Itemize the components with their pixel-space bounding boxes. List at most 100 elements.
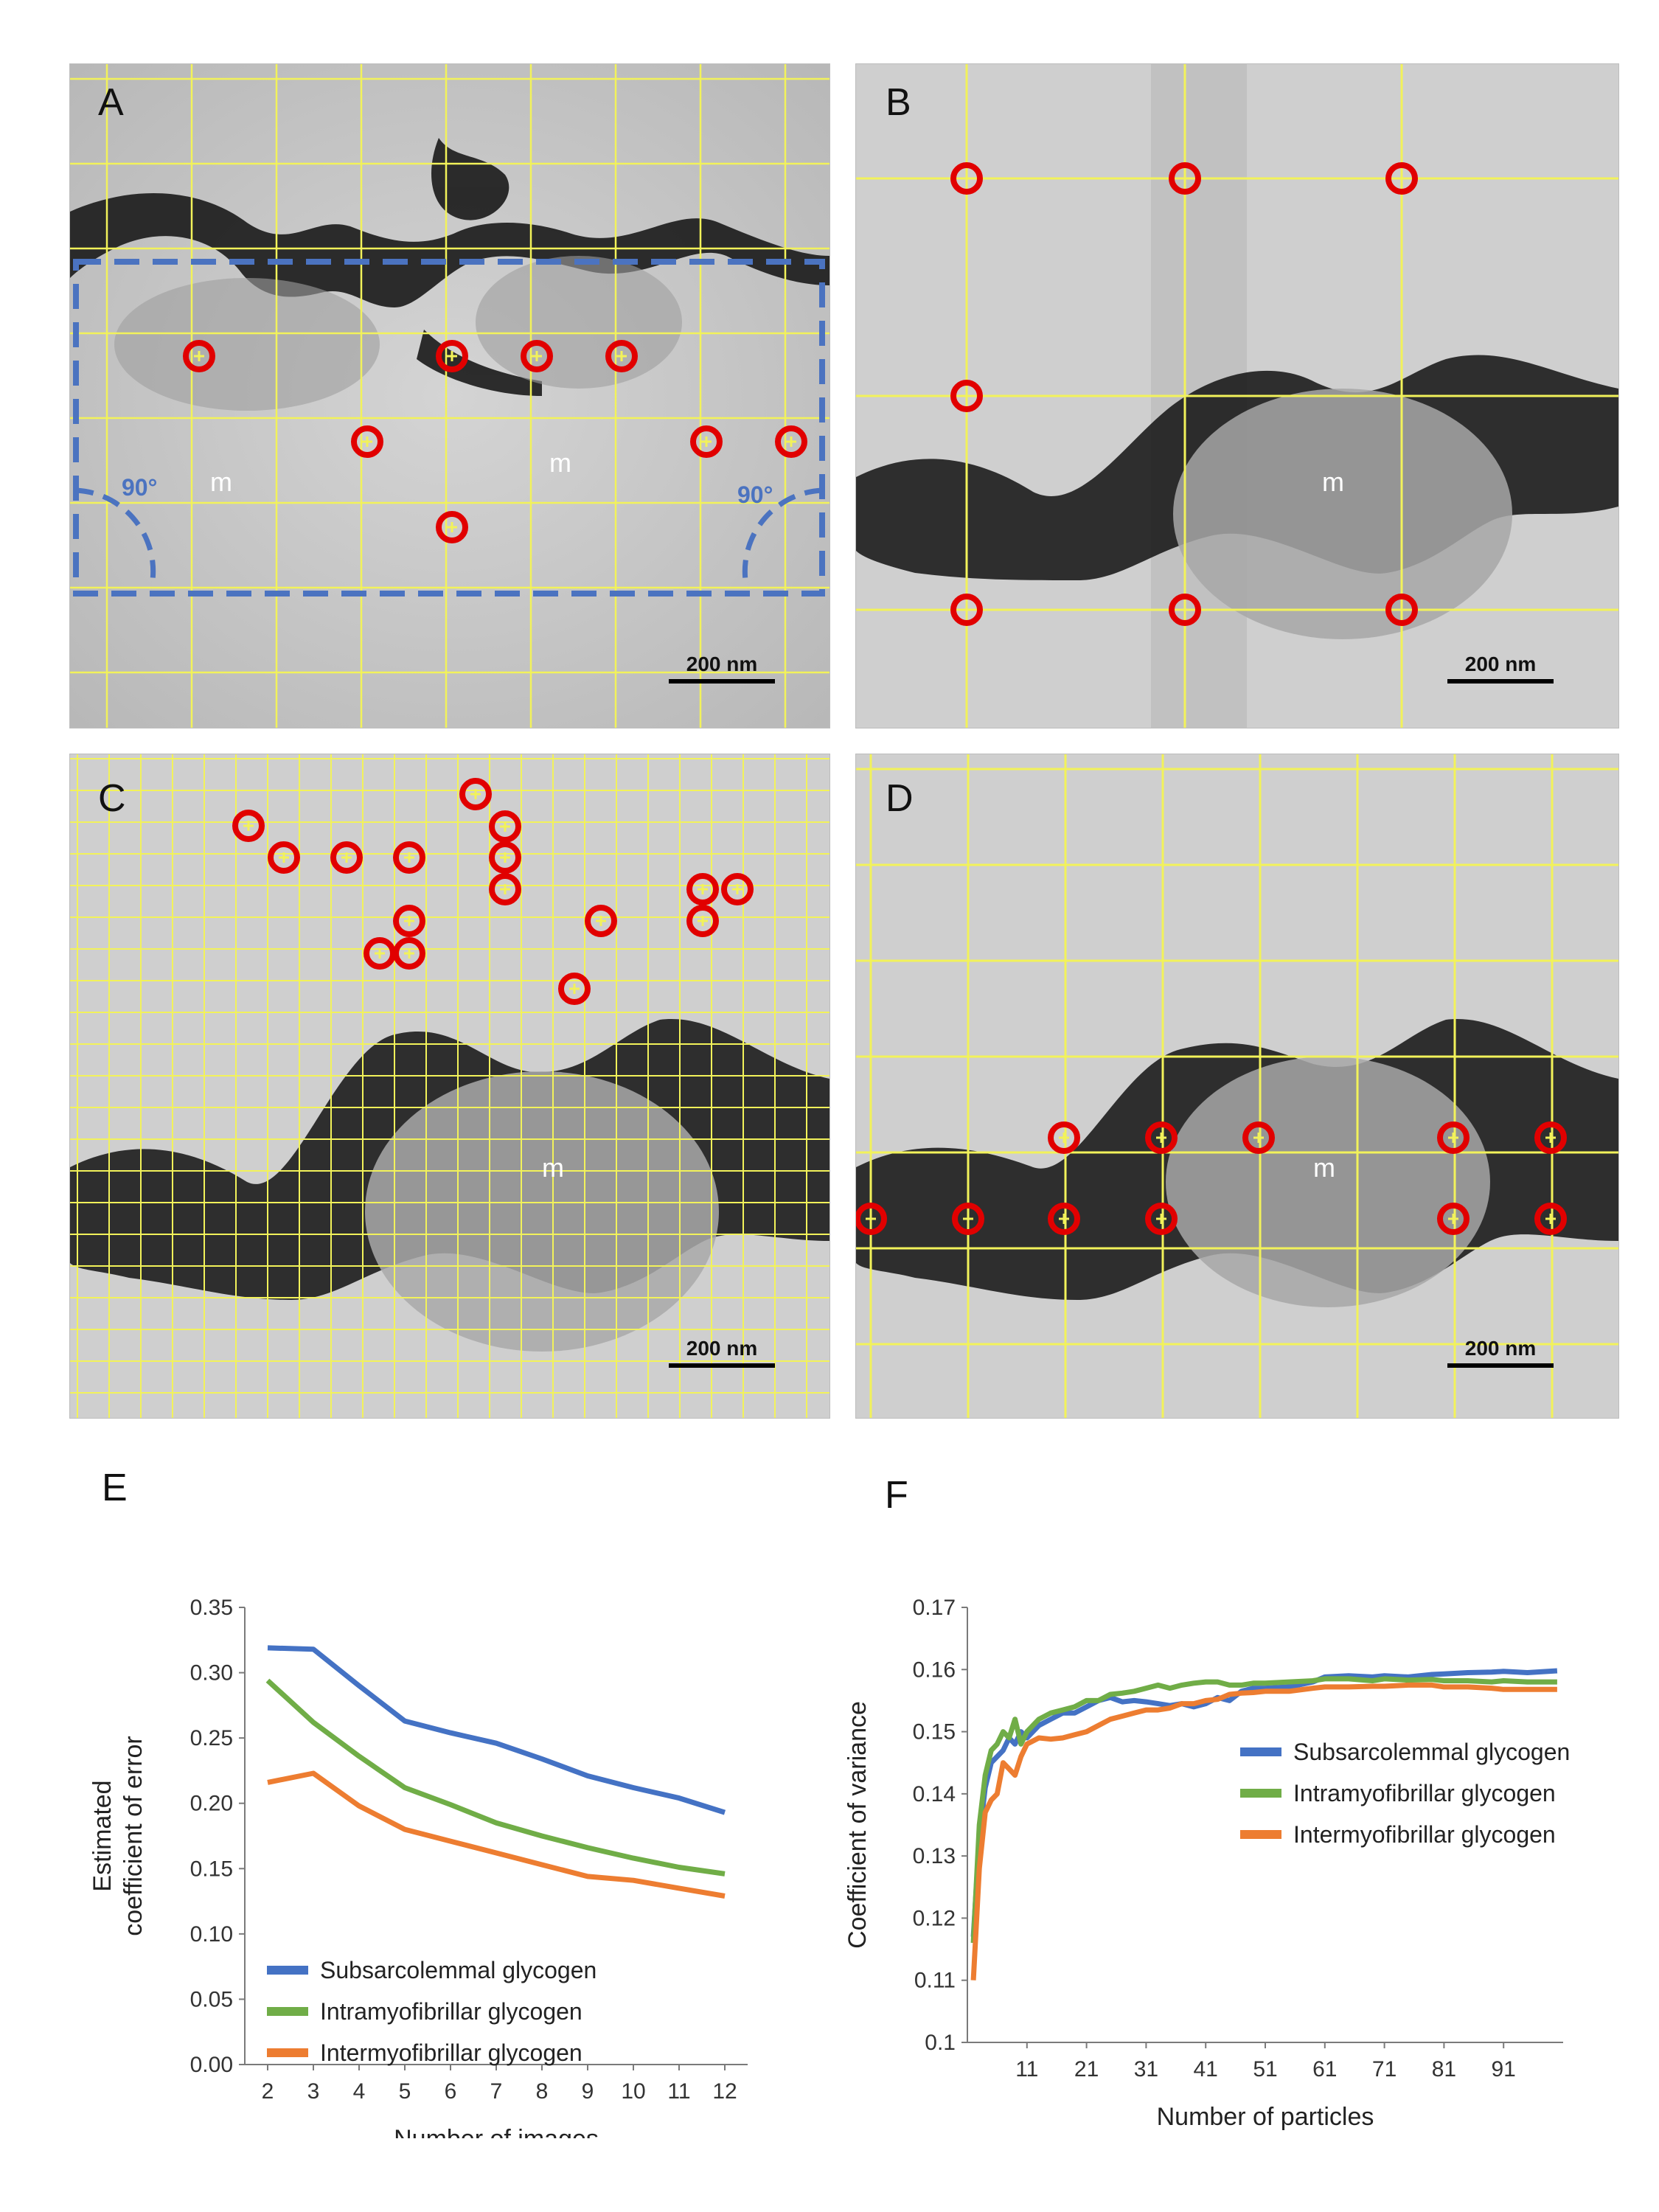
x-tick-label: 3 [307, 2079, 320, 2104]
scale-bar-line [669, 679, 775, 684]
sample-point-marker [950, 162, 983, 195]
y-tick-label: 0.25 [190, 1726, 233, 1750]
chart-e: 0.00 0.05 0.10 0.15 0.20 0.25 0.30 0.35 2 3 4 5 6 7 8 9… [74, 1534, 782, 2153]
sample-point-marker [1385, 594, 1418, 626]
y-tick-label: 0.35 [190, 1596, 233, 1620]
sample-point-marker [393, 905, 425, 937]
marker-ring [459, 778, 492, 810]
panel-label-f: F [885, 1474, 908, 1517]
marker-ring [1437, 1121, 1470, 1154]
y-tick-label: 0.12 [913, 1906, 956, 1930]
marker-ring [950, 594, 983, 626]
scale-bar-c: 200 nm [669, 1337, 775, 1368]
marker-ring [351, 425, 383, 458]
x-tick-label: 7 [490, 2079, 503, 2104]
right-angle-label: 90° [122, 474, 158, 501]
series-line [970, 1682, 1557, 1980]
sample-point-marker [436, 511, 468, 543]
sample-point-marker [686, 873, 719, 905]
x-tick-label: 91 [1492, 2057, 1516, 2081]
marker-ring [1048, 1121, 1080, 1154]
series-line [265, 1678, 726, 1877]
legend-label: Intermyofibrillar glycogen [320, 2039, 582, 2066]
marker-ring [558, 973, 591, 1005]
sample-point-marker [268, 841, 300, 874]
sample-point-marker [436, 340, 468, 372]
marker-ring [489, 873, 521, 905]
scale-bar-text: 200 nm [1464, 1337, 1537, 1360]
marker-ring [436, 511, 468, 543]
y-tick-label: 0.00 [190, 2053, 233, 2077]
sample-point-marker [330, 841, 363, 874]
scale-bar-line [669, 1363, 775, 1368]
grid-d [856, 754, 1618, 1418]
sample-point-marker [232, 810, 265, 842]
y-tick-label: 0.16 [913, 1658, 956, 1682]
x-tick-label: 11 [1015, 2057, 1038, 2081]
y-tick-label: 0.14 [913, 1782, 956, 1806]
marker-ring [1169, 594, 1201, 626]
x-tick-label: 21 [1074, 2057, 1099, 2081]
chart-f-svg: 0.1 0.11 0.12 0.13 0.14 0.15 0.16 0.17 11 21 31 41 5… [844, 1596, 1570, 2131]
scale-bar-text: 200 nm [1464, 653, 1537, 675]
right-angle-arc-right [742, 487, 823, 581]
micrograph-d-image [856, 754, 1618, 1418]
marker-ring [585, 905, 617, 937]
sample-point-marker [952, 1203, 984, 1235]
sample-point-marker [393, 937, 425, 970]
marker-ring [436, 340, 468, 372]
x-tick-label: 9 [582, 2079, 594, 2104]
x-tick-label: 41 [1194, 2057, 1218, 2081]
micrograph-panel-a: A m m 90° 90° 200 nm [69, 63, 830, 728]
x-tick-label: 11 [667, 2079, 690, 2104]
y-tick-label: 0.15 [913, 1720, 956, 1745]
sample-points-d [856, 1121, 1567, 1235]
x-tick-label: 10 [621, 2079, 645, 2104]
sample-point-marker [686, 905, 719, 937]
scale-bar-line [1447, 679, 1554, 684]
marker-ring [1169, 162, 1201, 195]
sample-point-marker [1048, 1121, 1080, 1154]
mitochondrion-label: m [1313, 1152, 1335, 1183]
marker-ring [950, 380, 983, 412]
panel-label-b: B [886, 81, 911, 124]
marker-ring [1534, 1121, 1567, 1154]
sample-point-marker [585, 905, 617, 937]
sample-points-b [950, 162, 1418, 626]
marker-ring [1437, 1203, 1470, 1235]
x-axis-title: Number of particles [1157, 2103, 1374, 2131]
mitochondrion-label: m [549, 448, 571, 478]
panel-label-d: D [886, 777, 914, 820]
y-axis-title: Estimated coefficient of error [88, 1736, 147, 1936]
sample-point-marker [489, 810, 521, 843]
micrograph-c-image [70, 754, 830, 1418]
marker-ring [183, 340, 215, 372]
marker-ring [232, 810, 265, 842]
y-tick-label: 0.13 [913, 1844, 956, 1868]
sample-point-marker [950, 380, 983, 412]
marker-ring [1145, 1121, 1178, 1154]
sample-point-marker [605, 340, 638, 372]
y-tick-label: 0.1 [925, 2031, 956, 2055]
sample-point-marker [775, 425, 807, 458]
x-tick-label: 8 [536, 2079, 549, 2104]
micrograph-b-image [856, 64, 1618, 728]
scale-bar-text: 200 nm [686, 1337, 758, 1360]
y-tick-label: 0.30 [190, 1661, 233, 1686]
marker-ring [856, 1203, 887, 1235]
x-tick-label: 31 [1134, 2057, 1158, 2081]
legend-label: Intramyofibrillar glycogen [1293, 1780, 1556, 1806]
mitochondrion-label: m [210, 467, 232, 497]
sample-point-marker [1145, 1203, 1178, 1235]
y-tick-label: 0.17 [913, 1596, 956, 1620]
sample-point-marker [1048, 1203, 1080, 1235]
panel-label-a: A [98, 81, 124, 124]
mitochondrion-c [365, 1071, 719, 1352]
series-line [267, 1770, 726, 1899]
mitochondrion-d [1166, 1057, 1490, 1307]
marker-ring [1242, 1121, 1275, 1154]
marker-ring [775, 425, 807, 458]
mitochondrion-b [1173, 389, 1512, 639]
scale-bar-b: 200 nm [1447, 653, 1554, 684]
sample-points-a [183, 340, 807, 543]
